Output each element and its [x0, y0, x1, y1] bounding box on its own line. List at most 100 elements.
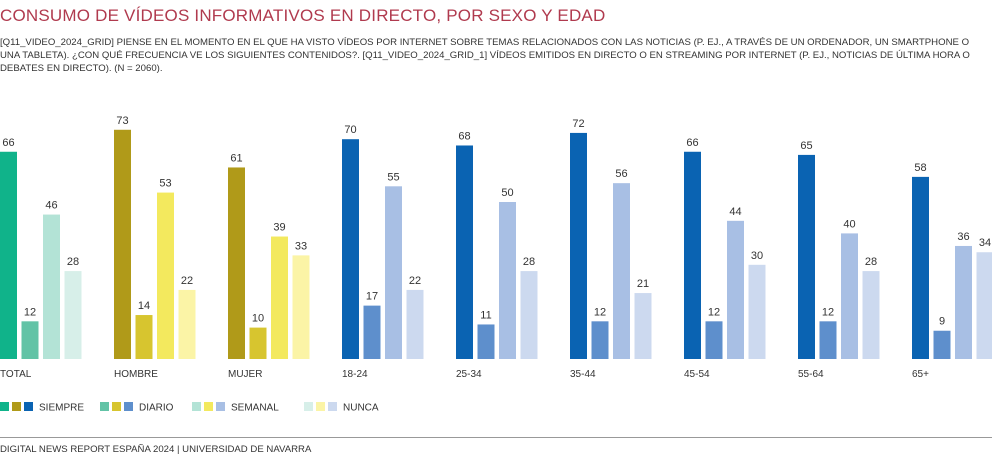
- legend-swatch-semanal-total: [192, 402, 201, 411]
- data-label-mujer-semanal: 39: [273, 222, 285, 234]
- data-label-65+-semanal: 36: [957, 231, 969, 243]
- bar-mujer-nunca: [292, 255, 310, 359]
- data-label-25-34-nunca: 28: [523, 256, 535, 268]
- bar-35-44-nunca: [634, 293, 652, 359]
- bar-65+-siempre: [912, 176, 929, 359]
- data-label-25-34-siempre: 68: [458, 130, 470, 142]
- bar-mujer-siempre: [228, 167, 245, 359]
- chart-subtitle: [Q11_VIDEO_2024_GRID] PIENSE EN EL MOMEN…: [0, 37, 970, 74]
- legend-swatch-diario-edad: [124, 402, 133, 411]
- bar-hombre-siempre: [114, 129, 131, 359]
- data-label-mujer-diario: 10: [252, 313, 264, 325]
- data-label-65+-siempre: 58: [914, 162, 926, 174]
- data-label-18-24-diario: 17: [366, 291, 378, 303]
- data-label-35-44-siempre: 72: [572, 118, 584, 130]
- bar-total-nunca: [64, 271, 82, 359]
- data-label-25-34-diario: 11: [480, 309, 491, 321]
- legend-swatch-semanal-sexo: [204, 402, 213, 411]
- bar-18-24-diario: [363, 305, 381, 359]
- bar-18-24-nunca: [406, 289, 424, 359]
- data-label-35-44-nunca: 21: [637, 278, 649, 290]
- chart-title: CONSUMO DE VÍDEOS INFORMATIVOS EN DIRECT…: [0, 6, 606, 25]
- bar-chart: 66 12 46 28 TOTAL 73 14 53 22 HOMBRE 61 10 39 33 MUJER…: [0, 115, 992, 414]
- category-label-25-34: 25-34: [456, 369, 482, 380]
- bar-35-44-siempre: [570, 132, 587, 359]
- category-label-65+: 65+: [912, 369, 929, 380]
- bar-55-64-siempre: [798, 154, 815, 359]
- category-label-35-44: 35-44: [570, 369, 596, 380]
- bar-65+-diario: [933, 330, 951, 359]
- data-label-55-64-diario: 12: [822, 306, 834, 318]
- footer-divider: [0, 437, 992, 438]
- legend-swatch-nunca-edad: [328, 402, 337, 411]
- bar-55-64-diario: [819, 321, 837, 359]
- legend-swatch-siempre-total: [0, 402, 9, 411]
- legend-label-nunca: NUNCA: [343, 403, 379, 414]
- data-label-18-24-siempre: 70: [344, 124, 356, 136]
- category-label-18-24: 18-24: [342, 369, 368, 380]
- legend-label-semanal: SEMANAL: [231, 403, 279, 414]
- bar-25-34-diario: [477, 324, 495, 359]
- bar-45-54-siempre: [684, 151, 701, 359]
- bar-total-diario: [21, 321, 39, 359]
- data-label-total-nunca: 28: [67, 256, 79, 268]
- data-label-65+-diario: 9: [939, 316, 945, 328]
- bar-65+-nunca: [976, 252, 992, 359]
- bar-25-34-semanal: [499, 202, 516, 359]
- data-label-hombre-semanal: 53: [159, 178, 171, 190]
- bar-45-54-nunca: [748, 264, 766, 359]
- bar-25-34-nunca: [520, 271, 538, 359]
- data-label-45-54-siempre: 66: [686, 137, 698, 149]
- data-label-hombre-siempre: 73: [116, 115, 128, 127]
- bar-18-24-semanal: [385, 186, 402, 359]
- legend-swatch-siempre-edad: [24, 402, 33, 411]
- category-label-hombre: HOMBRE: [114, 369, 158, 380]
- data-label-35-44-semanal: 56: [615, 168, 627, 180]
- data-label-18-24-semanal: 55: [387, 171, 399, 183]
- data-label-total-siempre: 66: [2, 137, 14, 149]
- data-label-55-64-siempre: 65: [800, 140, 812, 152]
- bar-hombre-diario: [135, 315, 153, 359]
- bar-total-siempre: [0, 151, 17, 359]
- bar-35-44-diario: [591, 321, 609, 359]
- legend-label-diario: DIARIO: [139, 403, 174, 414]
- bar-55-64-nunca: [862, 271, 880, 359]
- data-label-hombre-nunca: 22: [181, 275, 193, 287]
- data-label-hombre-diario: 14: [138, 300, 150, 312]
- data-label-mujer-siempre: 61: [230, 152, 242, 164]
- data-label-55-64-nunca: 28: [865, 256, 877, 268]
- bar-45-54-semanal: [727, 220, 744, 359]
- category-label-mujer: MUJER: [228, 369, 262, 380]
- data-label-25-34-semanal: 50: [501, 187, 513, 199]
- bar-total-semanal: [43, 214, 60, 359]
- category-label-45-54: 45-54: [684, 369, 710, 380]
- data-label-18-24-nunca: 22: [409, 275, 421, 287]
- data-label-45-54-semanal: 44: [729, 206, 741, 218]
- legend-swatch-nunca-total: [304, 402, 313, 411]
- legend-swatch-semanal-edad: [216, 402, 225, 411]
- legend-swatch-nunca-sexo: [316, 402, 325, 411]
- data-label-65+-nunca: 34: [979, 237, 991, 249]
- data-label-45-54-diario: 12: [708, 306, 720, 318]
- bar-55-64-semanal: [841, 233, 858, 359]
- category-label-total: TOTAL: [0, 369, 32, 380]
- bar-hombre-semanal: [157, 192, 174, 359]
- data-label-45-54-nunca: 30: [751, 250, 763, 262]
- data-label-55-64-semanal: 40: [843, 218, 855, 230]
- legend-label-siempre: SIEMPRE: [39, 403, 84, 414]
- data-label-total-semanal: 46: [45, 200, 57, 212]
- bar-25-34-siempre: [456, 145, 473, 359]
- bar-hombre-nunca: [178, 289, 196, 359]
- data-label-total-diario: 12: [24, 306, 36, 318]
- bar-18-24-siempre: [342, 139, 359, 359]
- legend-swatch-diario-total: [100, 402, 109, 411]
- legend-swatch-diario-sexo: [112, 402, 121, 411]
- data-label-mujer-nunca: 33: [295, 240, 307, 252]
- data-label-35-44-diario: 12: [594, 306, 606, 318]
- legend-swatch-siempre-sexo: [12, 402, 21, 411]
- bar-65+-semanal: [955, 245, 972, 359]
- bar-mujer-semanal: [271, 236, 288, 359]
- bar-mujer-diario: [249, 327, 267, 359]
- footer-source: DIGITAL NEWS REPORT ESPAÑA 2024 | UNIVER…: [0, 444, 312, 455]
- bar-35-44-semanal: [613, 183, 630, 359]
